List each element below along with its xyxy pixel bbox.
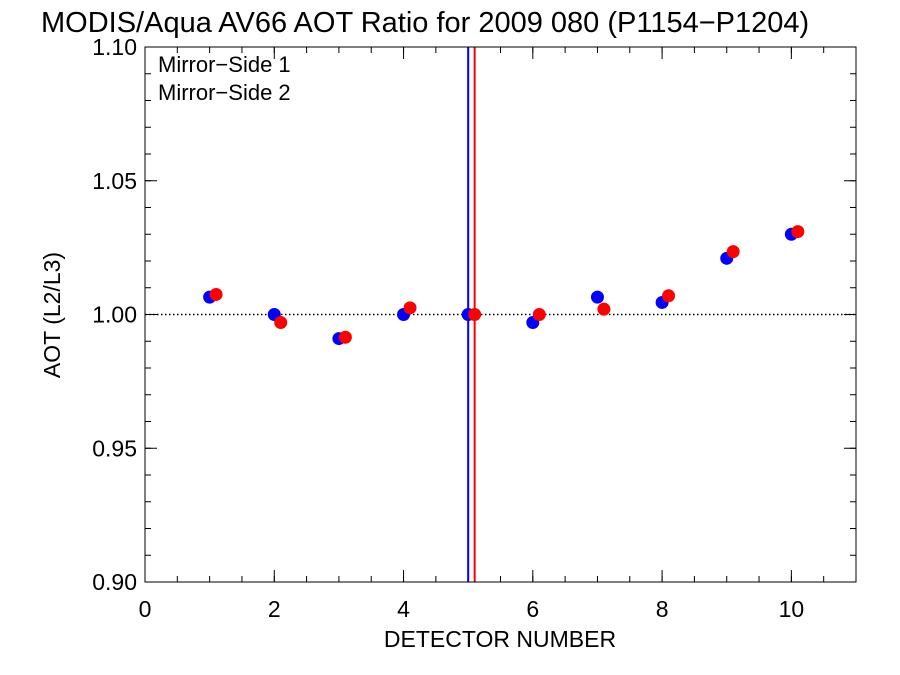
x-axis-label: DETECTOR NUMBER bbox=[384, 626, 616, 652]
point-series-2 bbox=[662, 289, 676, 303]
point-series-2 bbox=[274, 316, 288, 330]
x-tick-label: 10 bbox=[779, 596, 805, 622]
point-series-2 bbox=[726, 245, 740, 259]
x-tick-label: 8 bbox=[656, 596, 669, 622]
chart-title: MODIS/Aqua AV66 AOT Ratio for 2009 080 (… bbox=[41, 7, 809, 39]
point-series-2 bbox=[403, 301, 417, 315]
legend-entry-mirror-side-2: Mirror−Side 2 bbox=[158, 80, 291, 105]
x-tick-label: 2 bbox=[268, 596, 281, 622]
x-tick-label: 4 bbox=[397, 596, 410, 622]
y-tick-label: 1.05 bbox=[92, 168, 137, 194]
y-axis-label: AOT (L2/L3) bbox=[39, 252, 65, 378]
y-tick-label: 0.95 bbox=[92, 435, 137, 461]
point-series-2 bbox=[338, 330, 352, 344]
legend: Mirror−Side 1 Mirror−Side 2 bbox=[158, 52, 291, 105]
x-tick-label: 0 bbox=[139, 596, 152, 622]
plot-area bbox=[144, 46, 857, 583]
point-series-2 bbox=[209, 287, 223, 301]
point-series-1 bbox=[590, 290, 604, 304]
point-series-2 bbox=[791, 225, 805, 239]
point-series-2 bbox=[532, 308, 546, 321]
y-tick-label: 1.10 bbox=[92, 34, 137, 60]
x-tick-label: 6 bbox=[526, 596, 539, 622]
legend-entry-mirror-side-1: Mirror−Side 1 bbox=[158, 52, 291, 77]
y-tick-label: 0.90 bbox=[92, 569, 137, 595]
point-series-2 bbox=[468, 308, 482, 321]
plot-frame bbox=[144, 46, 857, 583]
point-series-2 bbox=[597, 302, 611, 316]
y-tick-label: 1.00 bbox=[92, 302, 137, 328]
